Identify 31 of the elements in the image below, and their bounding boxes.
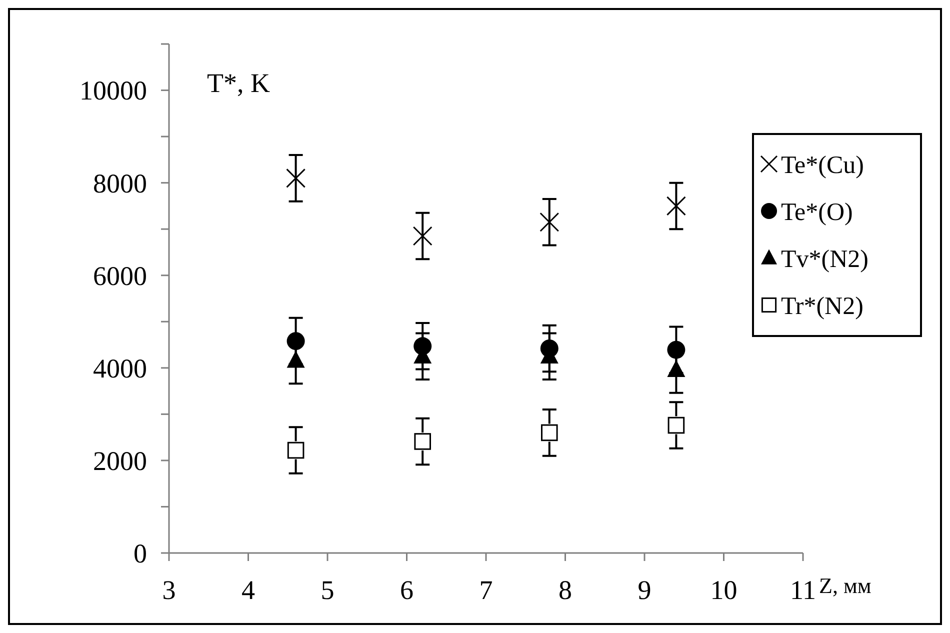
point xyxy=(541,424,558,442)
legend-label: Te*(Cu) xyxy=(781,152,864,179)
legend-label: Tr*(N2) xyxy=(781,292,864,320)
x-tick-label: 7 xyxy=(479,575,493,605)
y-tick-label: 10000 xyxy=(80,76,147,106)
x-tick-label: 5 xyxy=(320,575,334,605)
x-axis-title: Z, мм xyxy=(819,573,872,598)
x-tick-label: 10 xyxy=(710,575,738,605)
point xyxy=(286,168,306,188)
y-tick-label: 8000 xyxy=(93,168,147,198)
point xyxy=(668,416,685,434)
x-tick-label: 6 xyxy=(400,575,414,605)
y-tick-label: 2000 xyxy=(93,446,147,476)
x-tick-label: 8 xyxy=(558,575,572,605)
x-tick-label: 4 xyxy=(242,575,256,605)
point xyxy=(540,212,560,232)
point xyxy=(666,196,686,216)
x-tick-label: 9 xyxy=(638,575,652,605)
legend-label: Te*(O) xyxy=(781,198,853,226)
point xyxy=(667,360,686,377)
point xyxy=(287,442,304,459)
y-tick-label: 0 xyxy=(134,538,147,568)
point xyxy=(412,226,432,246)
point xyxy=(286,350,305,368)
y-tick-label: 6000 xyxy=(93,260,147,291)
legend-label: Tv*(N2) xyxy=(781,246,868,273)
y-axis-title: T*, K xyxy=(207,68,270,98)
x-tick-label: 3 xyxy=(162,575,176,605)
y-tick-label: 4000 xyxy=(93,353,147,384)
x-tick-label: 11 xyxy=(790,575,816,605)
point xyxy=(414,433,431,450)
